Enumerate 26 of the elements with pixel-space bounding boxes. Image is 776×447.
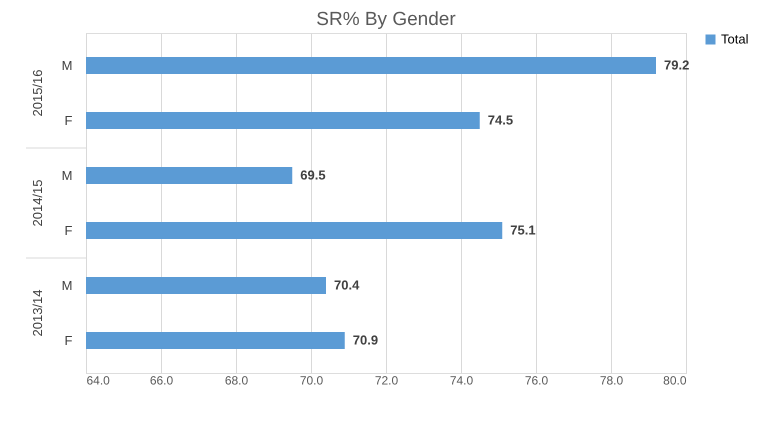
y-tick-label: F [64,333,73,348]
chart-title: SR% By Gender [316,9,456,30]
data-label: 74.5 [488,112,514,128]
x-tick-label: 70.0 [300,374,324,388]
y-tick-label: F [64,223,73,238]
x-tick-label: 74.0 [450,374,474,388]
x-tick-label: 68.0 [224,374,248,388]
y-tick-label: F [64,113,73,128]
y-tick-label: M [62,168,72,183]
x-tick-label: 66.0 [150,374,174,388]
text: 2014/15 [30,180,45,226]
data-label: 70.9 [352,332,378,348]
data-label: 70.4 [334,278,360,292]
x-tick-label: 72.0 [374,374,398,388]
data-label: 75.1 [510,222,536,238]
data-label: 69.5 [300,168,326,182]
text: 2013/14 [30,290,45,336]
x-tick-label: 78.0 [600,374,624,388]
y-tick-label: M [62,278,72,293]
x-tick-label: 76.0 [524,374,548,388]
text: 2015/16 [30,70,45,116]
x-tick-label: 64.0 [86,374,110,388]
data-label: 79.2 [664,58,690,72]
legend-label: Total [721,32,749,46]
x-tick-label: 80.0 [663,374,687,388]
y-tick-label: M [62,58,72,73]
